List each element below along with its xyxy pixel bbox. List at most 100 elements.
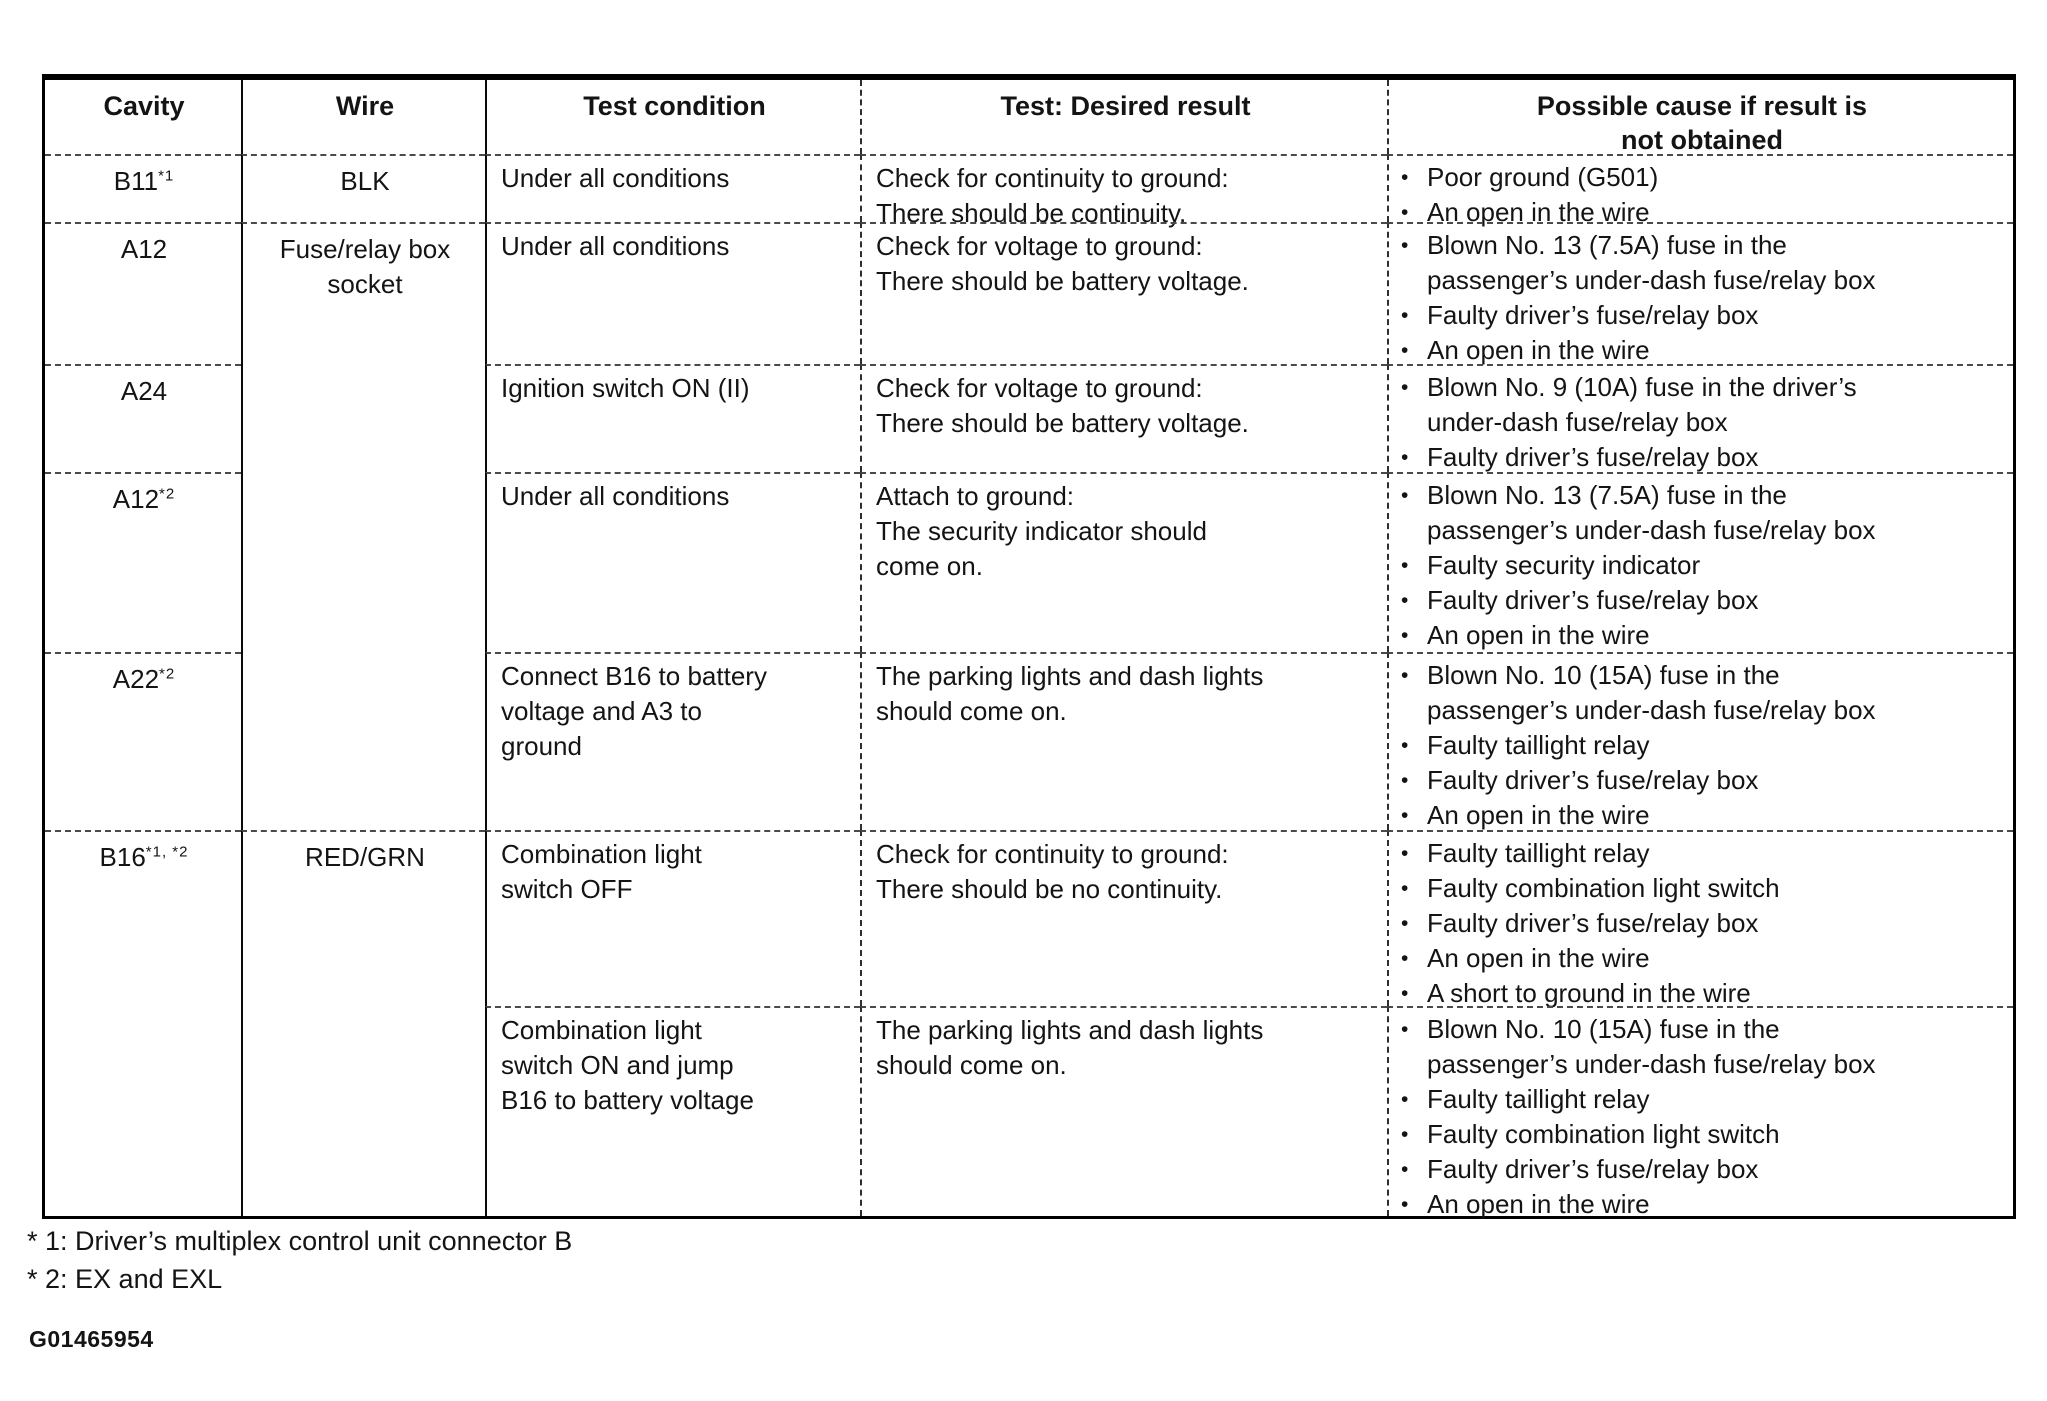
connector-test-table: Cavity Wire Test condition Test: Desired… <box>42 74 2016 1219</box>
column-header-possible-cause: Possible cause if result is not obtained <box>1387 80 2013 155</box>
result-cell: The parking lights and dash lights shoul… <box>860 1006 1387 1216</box>
column-header-test-condition: Test condition <box>485 80 860 154</box>
bullet-icon: • <box>1401 804 1409 827</box>
cause-item: • A short to ground in the wire <box>1401 976 2005 1011</box>
cause-text: An open in the wire <box>1427 800 1650 830</box>
column-header-cavity: Cavity <box>103 91 185 121</box>
cause-text: Faulty driver’s fuse/relay box <box>1427 585 1759 615</box>
cause-item: • Faulty driver’s fuse/relay box <box>1401 763 2005 798</box>
cavity-id: A24 <box>120 376 168 406</box>
cause-item: • Faulty driver’s fuse/relay box <box>1401 906 2005 941</box>
cause-item: • Blown No. 13 (7.5A) fuse in the passeng… <box>1401 228 2005 298</box>
condition-cell: Under all conditions <box>485 222 860 364</box>
cause-item: • Blown No. 10 (15A) fuse in the passenge… <box>1401 1012 2005 1082</box>
cavity-cell: B11*1 <box>45 154 241 222</box>
cause-item: • Blown No. 10 (15A) fuse in the passenge… <box>1401 658 2005 728</box>
condition-cell: Connect B16 to battery voltage and A3 to… <box>485 652 860 830</box>
causes-cell: • Blown No. 10 (15A) fuse in the passenge… <box>1387 652 2013 830</box>
cause-item: • Blown No. 13 (7.5A) fuse in the passeng… <box>1401 478 2005 548</box>
cause-item: • An open in the wire <box>1401 798 2005 833</box>
column-header-wire: Wire <box>241 80 485 154</box>
cause-text: Blown No. 10 (15A) fuse in the passenger… <box>1427 1014 1876 1079</box>
result-cell: Check for continuity to ground: There sh… <box>860 154 1387 228</box>
cavity-footnote-mark: *1, *2 <box>145 843 189 861</box>
cause-item: • Faulty driver’s fuse/relay box <box>1401 1152 2005 1187</box>
cause-text: Faulty taillight relay <box>1427 838 1650 868</box>
cause-text: Faulty security indicator <box>1427 550 1701 580</box>
causes-cell: • Poor ground (G501) • An open in the wire <box>1387 154 2013 227</box>
cause-text: Faulty driver’s fuse/relay box <box>1427 442 1759 472</box>
cavity-cell: A24 <box>45 364 241 472</box>
cause-text: Blown No. 13 (7.5A) fuse in the passenge… <box>1427 480 1876 545</box>
cavity-id: A12 <box>112 484 160 514</box>
bullet-icon: • <box>1401 664 1409 687</box>
figure-code: G01465954 <box>29 1326 154 1352</box>
cause-text: An open in the wire <box>1427 335 1650 365</box>
cause-text: Blown No. 10 (15A) fuse in the passenger… <box>1427 660 1876 725</box>
bullet-icon: • <box>1401 982 1409 1005</box>
cause-item: • An open in the wire <box>1401 941 2005 976</box>
bullet-icon: • <box>1401 554 1409 577</box>
wire-cell: BLK <box>241 154 485 222</box>
condition-cell: Combination light switch OFF <box>485 830 860 1006</box>
cavity-id: A12 <box>120 234 168 264</box>
cause-text: Poor ground (G501) <box>1427 162 1659 192</box>
bullet-icon: • <box>1401 947 1409 970</box>
cause-text: Faulty combination light switch <box>1427 1119 1780 1149</box>
cause-item: • Faulty combination light switch <box>1401 1117 2005 1152</box>
bullet-icon: • <box>1401 1088 1409 1111</box>
condition-cell: Under all conditions <box>485 154 860 222</box>
cause-text: Faulty driver’s fuse/relay box <box>1427 1154 1759 1184</box>
cause-text: Faulty driver’s fuse/relay box <box>1427 300 1759 330</box>
bullet-icon: • <box>1401 1193 1409 1216</box>
bullet-icon: • <box>1401 734 1409 757</box>
cavity-cell: A22*2 <box>45 652 241 830</box>
causes-cell: • Faulty taillight relay • Faulty combinati… <box>1387 830 2013 1008</box>
causes-cell: • Blown No. 13 (7.5A) fuse in the passeng… <box>1387 222 2013 365</box>
condition-cell: Combination light switch ON and jump B16… <box>485 1006 860 1216</box>
cavity-id: A22 <box>112 664 160 694</box>
cause-item: • Poor ground (G501) <box>1401 160 2005 195</box>
cause-text: Blown No. 9 (10A) fuse in the driver’s u… <box>1427 372 1857 437</box>
cause-text: An open in the wire <box>1427 620 1650 650</box>
cavity-cell: A12 <box>45 222 241 364</box>
bullet-icon: • <box>1401 446 1409 469</box>
result-cell: Check for voltage to ground: There shoul… <box>860 222 1387 364</box>
cause-item: • Faulty taillight relay <box>1401 728 2005 763</box>
bullet-icon: • <box>1401 166 1409 189</box>
cause-item: • Faulty taillight relay <box>1401 836 2005 871</box>
causes-cell: • Blown No. 13 (7.5A) fuse in the passeng… <box>1387 472 2013 652</box>
bullet-icon: • <box>1401 1123 1409 1146</box>
cavity-id: B16 <box>99 842 146 872</box>
cause-text: An open in the wire <box>1427 943 1650 973</box>
cause-text: Faulty taillight relay <box>1427 730 1650 760</box>
cavity-footnote-mark: *1 <box>158 167 175 185</box>
condition-cell: Ignition switch ON (II) <box>485 364 860 472</box>
cause-item: • Faulty taillight relay <box>1401 1082 2005 1117</box>
wire-cell: Fuse/relay box socket <box>241 222 485 830</box>
cavity-cell: A12*2 <box>45 472 241 652</box>
bullet-icon: • <box>1401 842 1409 865</box>
bullet-icon: • <box>1401 376 1409 399</box>
cause-item: • An open in the wire <box>1401 1187 2005 1222</box>
bullet-icon: • <box>1401 769 1409 792</box>
cause-text: Blown No. 13 (7.5A) fuse in the passenge… <box>1427 230 1876 295</box>
cause-text: Faulty combination light switch <box>1427 873 1780 903</box>
cause-item: • An open in the wire <box>1401 333 2005 368</box>
result-cell: The parking lights and dash lights shoul… <box>860 652 1387 830</box>
cause-text: Faulty taillight relay <box>1427 1084 1650 1114</box>
cause-item: • Faulty driver’s fuse/relay box <box>1401 583 2005 618</box>
cavity-footnote-mark: *2 <box>159 485 176 503</box>
cavity-cell: B16*1, *2 <box>45 830 241 1216</box>
cause-item: • Faulty security indicator <box>1401 548 2005 583</box>
cause-item: • An open in the wire <box>1401 618 2005 653</box>
cause-item: • Faulty driver’s fuse/relay box <box>1401 440 2005 475</box>
cause-item: • Faulty driver’s fuse/relay box <box>1401 298 2005 333</box>
bullet-icon: • <box>1401 624 1409 647</box>
bullet-icon: • <box>1401 877 1409 900</box>
bullet-icon: • <box>1401 339 1409 362</box>
column-header-desired-result: Test: Desired result <box>860 80 1387 154</box>
bullet-icon: • <box>1401 234 1409 257</box>
bullet-icon: • <box>1401 484 1409 507</box>
